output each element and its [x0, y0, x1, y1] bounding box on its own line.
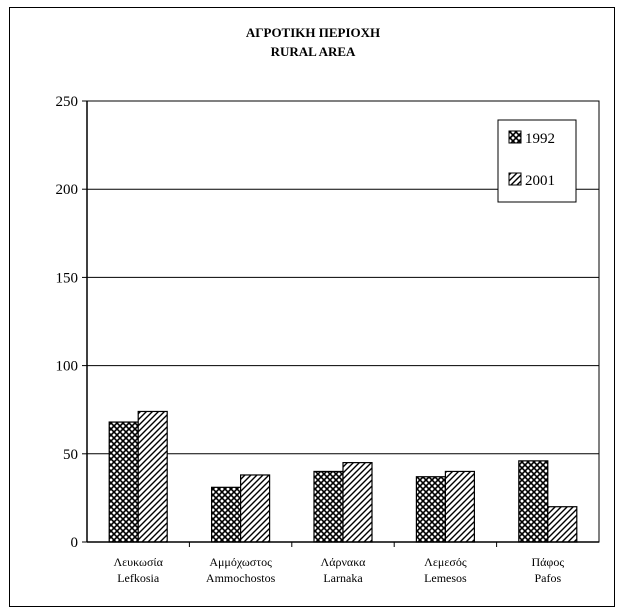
y-tick-label: 0: [71, 535, 79, 551]
x-tick-label: Λεμεσός: [424, 555, 467, 569]
y-tick-label: 50: [63, 447, 78, 463]
y-tick-label: 100: [56, 359, 79, 375]
bar-2001: [547, 506, 578, 543]
legend-swatch: [508, 172, 522, 186]
bar-1992: [108, 421, 139, 543]
bar-1992: [518, 460, 549, 543]
x-tick-label: Πάφος: [531, 555, 564, 569]
bar-2001: [342, 462, 373, 543]
tick-labels: 0 50 100 150 200 250 Λευκωσία Lefkosia Αμμόχωστο…: [56, 94, 565, 585]
axes: [82, 100, 600, 547]
x-tick-label: Λάρνακα: [321, 555, 367, 569]
x-tick-label: Larnaka: [323, 571, 363, 585]
bar-2001: [240, 474, 271, 543]
bars: [108, 410, 578, 543]
legend-label: 1992: [525, 131, 555, 147]
bar-1992: [211, 486, 242, 543]
bar-2001: [137, 410, 168, 543]
legend-swatch: [508, 130, 522, 144]
x-tick-label: Lemesos: [424, 571, 467, 585]
y-tick-label: 200: [56, 182, 79, 198]
bar-2001: [444, 470, 475, 543]
x-tick-label: Pafos: [534, 571, 561, 585]
legend-label: 2001: [525, 173, 555, 189]
bar-1992: [415, 476, 446, 543]
x-tick-label: Αμμόχωστος: [209, 555, 272, 569]
y-tick-label: 150: [56, 270, 79, 286]
bar-1992: [313, 470, 344, 543]
x-tick-label: Ammochostos: [206, 571, 276, 585]
x-tick-label: Lefkosia: [117, 571, 160, 585]
x-tick-label: Λευκωσία: [113, 555, 163, 569]
y-tick-label: 250: [56, 94, 79, 110]
legend: 1992 2001: [497, 119, 577, 203]
chart-title: ΑΓΡΟΤΙΚΗ ΠΕΡΙΟΧΗ: [245, 25, 381, 40]
chart-subtitle: RURAL AREA: [270, 44, 356, 59]
